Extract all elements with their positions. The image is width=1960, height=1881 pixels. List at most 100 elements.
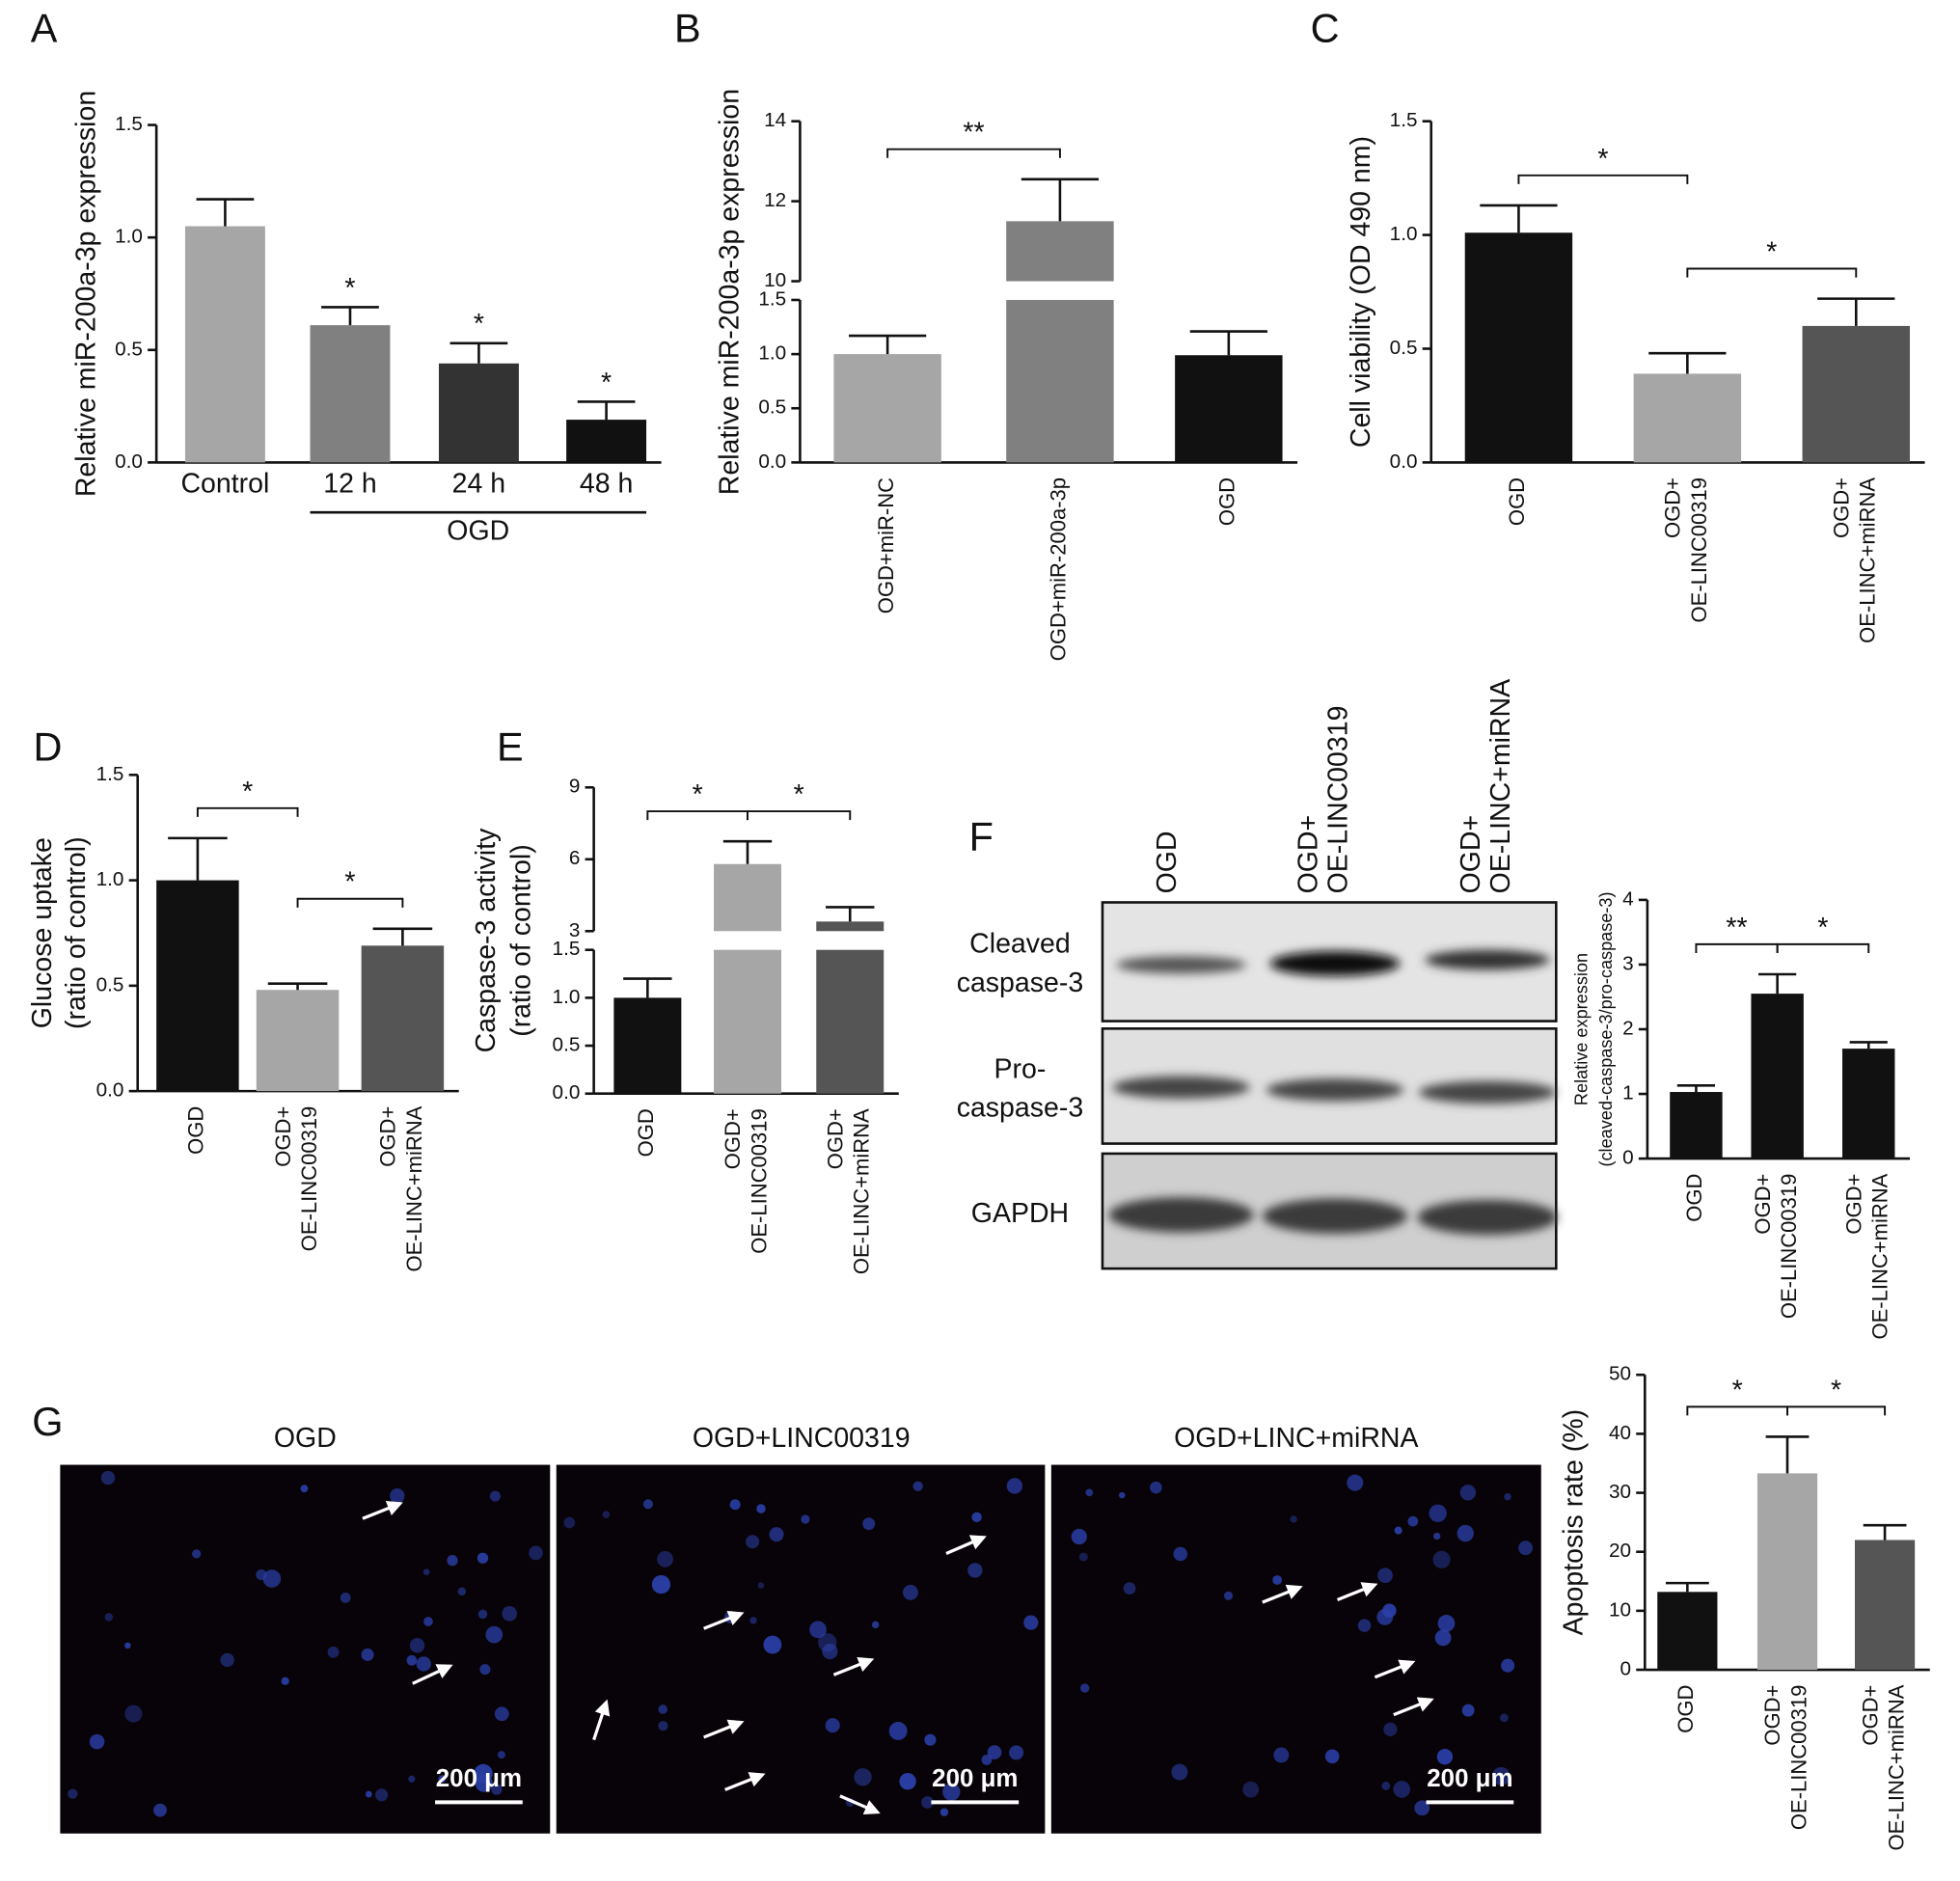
- nucleus: [390, 1488, 405, 1504]
- nucleus: [1461, 1704, 1475, 1717]
- nucleus: [862, 1517, 876, 1531]
- nucleus: [1290, 1515, 1297, 1523]
- y-tick-label: 50: [1609, 1363, 1631, 1385]
- nucleus: [971, 1512, 982, 1523]
- arrow: [1262, 1584, 1303, 1604]
- nucleus: [1347, 1474, 1364, 1491]
- nucleus: [327, 1646, 340, 1658]
- y-tick-label: 0.5: [96, 973, 124, 995]
- nucleus: [967, 1563, 983, 1578]
- panel-label: F: [969, 814, 994, 859]
- nucleus: [256, 1568, 267, 1581]
- bar: [613, 997, 682, 1094]
- bar: [816, 921, 885, 932]
- significance-bracket: [196, 806, 299, 817]
- arrow: [362, 1500, 403, 1520]
- x-tick-label: OE-LINC00319: [297, 1106, 321, 1252]
- bar: [1756, 1473, 1818, 1671]
- nucleus: [1272, 1575, 1283, 1585]
- y-tick-label: 1.0: [96, 868, 124, 890]
- nucleus: [1123, 1582, 1136, 1595]
- nucleus: [375, 1788, 389, 1802]
- y-axis-label: (ratio of control): [61, 836, 92, 1029]
- panel-label: D: [33, 723, 62, 769]
- nucleus: [921, 1796, 934, 1809]
- bar: [1175, 355, 1283, 463]
- nucleus: [340, 1593, 351, 1603]
- nucleus: [1078, 1552, 1088, 1562]
- significance: *: [794, 779, 804, 810]
- nucleus: [1436, 1749, 1454, 1765]
- bar: [833, 354, 941, 463]
- nucleus: [939, 1808, 949, 1816]
- y-tick-label: 9: [569, 776, 581, 798]
- significance: *: [344, 273, 355, 304]
- micrograph: [1050, 1464, 1541, 1834]
- y-tick-label: 0.5: [553, 1034, 581, 1056]
- y-tick-label: 6: [569, 847, 581, 869]
- y-axis-label: Relative expression: [1571, 953, 1591, 1105]
- band: [1116, 956, 1246, 974]
- y-tick-label: 3: [569, 919, 581, 941]
- nucleus: [408, 1775, 416, 1783]
- y-tick-label: 1.0: [553, 986, 581, 1008]
- band: [1418, 1080, 1557, 1104]
- y-tick-label: 14: [764, 109, 786, 131]
- bar: [1802, 325, 1910, 463]
- bar: [1657, 1592, 1718, 1671]
- nucleus: [1224, 1591, 1234, 1600]
- y-tick-label: 3: [1622, 952, 1634, 974]
- bar: [438, 363, 519, 463]
- y-axis-label: Caspase-3 activity: [471, 828, 502, 1053]
- nucleus: [491, 1784, 503, 1795]
- nucleus: [818, 1633, 837, 1652]
- x-tick-label: 12 h: [323, 468, 376, 499]
- y-axis-label: Glucose uptake: [27, 837, 58, 1028]
- nucleus: [68, 1788, 78, 1799]
- x-tick-label: OGD+: [376, 1106, 400, 1167]
- y-tick-label: 0.5: [1390, 337, 1418, 359]
- significance: *: [693, 779, 703, 810]
- bar: [1842, 1049, 1895, 1159]
- bar: [566, 420, 647, 463]
- row-label: caspase-3: [957, 1092, 1084, 1123]
- nucleus: [746, 1535, 760, 1549]
- arrow: [592, 1699, 611, 1741]
- nucleus: [457, 1587, 467, 1596]
- nucleus: [1393, 1781, 1411, 1798]
- bar: [1751, 994, 1804, 1159]
- nucleus: [1119, 1491, 1126, 1499]
- x-tick-label: OE-LINC+miRNA: [1856, 477, 1880, 643]
- nucleus: [1173, 1546, 1188, 1562]
- y-tick-label: 1.0: [115, 226, 143, 248]
- row-label: Cleaved: [969, 929, 1071, 960]
- nucleus: [281, 1677, 289, 1685]
- significance-bracket: [1776, 942, 1870, 953]
- nucleus: [809, 1621, 827, 1639]
- panel-label: G: [32, 1399, 63, 1444]
- band: [1108, 1197, 1254, 1233]
- nucleus: [1071, 1528, 1087, 1545]
- x-tick-label: OGD: [1682, 1174, 1706, 1222]
- nucleus: [822, 1643, 838, 1660]
- significance: *: [344, 867, 355, 898]
- scale-bar-label: 200 μm: [1427, 1765, 1512, 1792]
- y-tick-label: 20: [1609, 1540, 1631, 1562]
- x-tick-label: OGD: [1215, 477, 1239, 526]
- arrow: [1336, 1582, 1378, 1601]
- column-label: OGD: [1152, 831, 1183, 893]
- bar: [1006, 299, 1114, 463]
- nucleus: [474, 1763, 493, 1784]
- nucleus: [1079, 1683, 1090, 1693]
- column-label: OE-LINC00319: [1323, 706, 1354, 894]
- x-tick-label: OGD+: [1661, 477, 1685, 538]
- bar: [1006, 221, 1114, 282]
- x-tick-label: OGD: [634, 1108, 658, 1157]
- nucleus: [406, 1654, 418, 1666]
- x-tick-label: OGD: [184, 1106, 208, 1155]
- bar: [256, 990, 340, 1092]
- significance-bracket: [1517, 174, 1689, 184]
- significance-bracket: [1786, 1405, 1887, 1416]
- row-label: Pro-: [994, 1053, 1047, 1084]
- nucleus: [422, 1568, 430, 1575]
